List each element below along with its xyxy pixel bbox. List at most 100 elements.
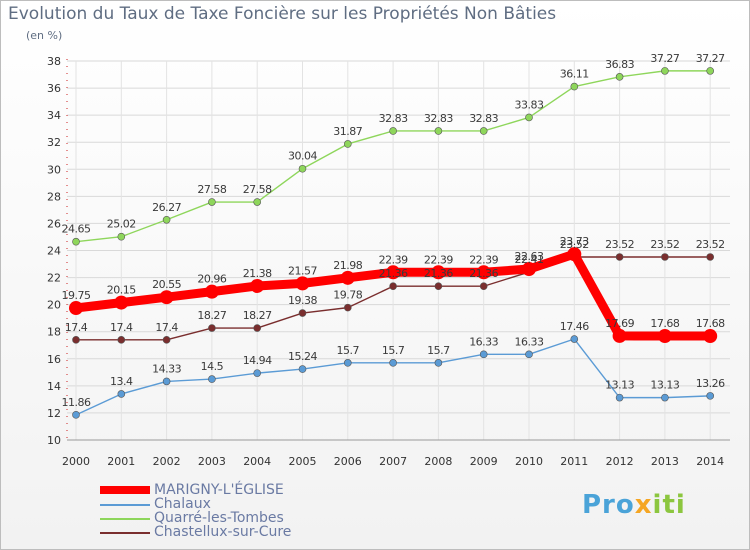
- data-point: [159, 290, 174, 305]
- data-point: [570, 82, 579, 91]
- data-point: [479, 282, 488, 291]
- data-label: 32.83: [379, 112, 408, 125]
- data-point: [615, 393, 624, 402]
- x-tick-label: 2009: [470, 455, 498, 468]
- data-point: [389, 359, 397, 367]
- data-point: [615, 253, 624, 261]
- data-point: [298, 365, 307, 373]
- data-label: 14.33: [152, 362, 181, 375]
- data-label: 14.5: [201, 360, 224, 373]
- proxiti-logo: Proxiti: [582, 490, 686, 520]
- data-label: 33.83: [515, 98, 544, 111]
- y-tick-label: 30: [47, 163, 61, 176]
- legend-label: MARIGNY-L'ÉGLISE: [154, 482, 284, 498]
- y-tick-label: 12: [47, 407, 61, 420]
- data-point: [661, 253, 669, 261]
- data-label: 30.04: [288, 150, 317, 163]
- data-label: 31.87: [333, 125, 362, 138]
- data-label: 18.27: [197, 309, 226, 322]
- y-tick-label: 26: [47, 217, 61, 230]
- data-point: [72, 411, 80, 419]
- data-point: [615, 73, 624, 81]
- data-point: [703, 329, 718, 344]
- data-label: 19.38: [288, 294, 317, 307]
- data-label: 22.39: [424, 253, 453, 266]
- data-label: 15.24: [288, 350, 317, 363]
- data-point: [657, 329, 672, 344]
- data-label: 17.4: [65, 321, 88, 334]
- data-point: [525, 113, 533, 122]
- data-label: 23.52: [605, 238, 634, 251]
- y-tick-label: 20: [47, 299, 61, 312]
- data-point: [570, 335, 579, 343]
- data-point: [340, 270, 355, 285]
- data-label: 17.4: [155, 321, 178, 334]
- data-label: 25.02: [107, 218, 136, 231]
- data-label: 20.96: [197, 273, 226, 286]
- y-tick-label: 22: [47, 272, 61, 285]
- data-point: [253, 369, 262, 377]
- data-point: [72, 237, 80, 246]
- data-point: [525, 350, 533, 359]
- data-point: [434, 359, 443, 367]
- data-point: [250, 278, 265, 293]
- data-label: 23.52: [650, 238, 679, 251]
- data-label: 19.78: [333, 289, 362, 302]
- data-point: [295, 276, 310, 291]
- y-tick-label: 14: [47, 380, 61, 393]
- data-label: 23.73: [560, 235, 589, 248]
- y-tick-label: 34: [47, 109, 61, 122]
- data-label: 26.27: [152, 201, 181, 214]
- x-tick-label: 2004: [243, 455, 271, 468]
- data-point: [386, 265, 401, 280]
- y-tick-label: 16: [47, 353, 61, 366]
- chart-title: Evolution du Taux de Taxe Foncière sur l…: [8, 4, 557, 24]
- data-label: 22.39: [379, 253, 408, 266]
- unit-label: (en %): [26, 29, 63, 42]
- data-label: 15.7: [427, 344, 450, 357]
- data-point: [204, 284, 219, 299]
- data-label: 24.65: [62, 223, 91, 236]
- data-point: [434, 127, 443, 135]
- data-label: 13.13: [605, 379, 634, 392]
- legend-label: Chastellux-sur-Cure: [154, 524, 292, 540]
- x-tick-label: 2012: [606, 455, 634, 468]
- x-tick-label: 2000: [62, 455, 90, 468]
- data-label: 21.36: [469, 267, 498, 280]
- data-label: 20.15: [107, 284, 136, 297]
- data-label: 17.68: [650, 317, 679, 330]
- data-point: [162, 336, 171, 344]
- data-point: [522, 262, 536, 277]
- data-point: [661, 67, 669, 75]
- y-tick-label: 10: [47, 434, 61, 447]
- x-tick-label: 2006: [334, 455, 362, 468]
- data-point: [162, 377, 171, 386]
- data-point: [72, 336, 80, 344]
- data-label: 13.13: [650, 379, 679, 392]
- data-label: 37.27: [696, 52, 725, 65]
- data-label: 27.58: [197, 183, 226, 196]
- data-label: 17.69: [605, 317, 634, 330]
- data-point: [706, 253, 715, 261]
- data-label: 19.75: [62, 289, 91, 302]
- data-label: 32.83: [424, 112, 453, 125]
- data-point: [114, 295, 129, 310]
- data-point: [117, 390, 126, 398]
- data-label: 36.83: [605, 58, 634, 71]
- data-point: [253, 324, 262, 332]
- data-label: 13.4: [110, 375, 133, 388]
- x-tick-label: 2013: [651, 455, 679, 468]
- data-label: 14.94: [243, 354, 272, 367]
- data-point: [69, 301, 83, 316]
- data-label: 21.38: [243, 267, 272, 280]
- data-point: [343, 140, 352, 148]
- data-point: [117, 336, 126, 344]
- data-point: [661, 393, 669, 402]
- x-tick-label: 2007: [379, 455, 407, 468]
- legend-swatch: [100, 504, 150, 506]
- data-label: 22.63: [515, 250, 544, 263]
- data-point: [479, 350, 488, 359]
- y-tick-label: 38: [47, 55, 61, 68]
- data-label: 18.27: [243, 309, 272, 322]
- y-tick-label: 28: [47, 190, 61, 203]
